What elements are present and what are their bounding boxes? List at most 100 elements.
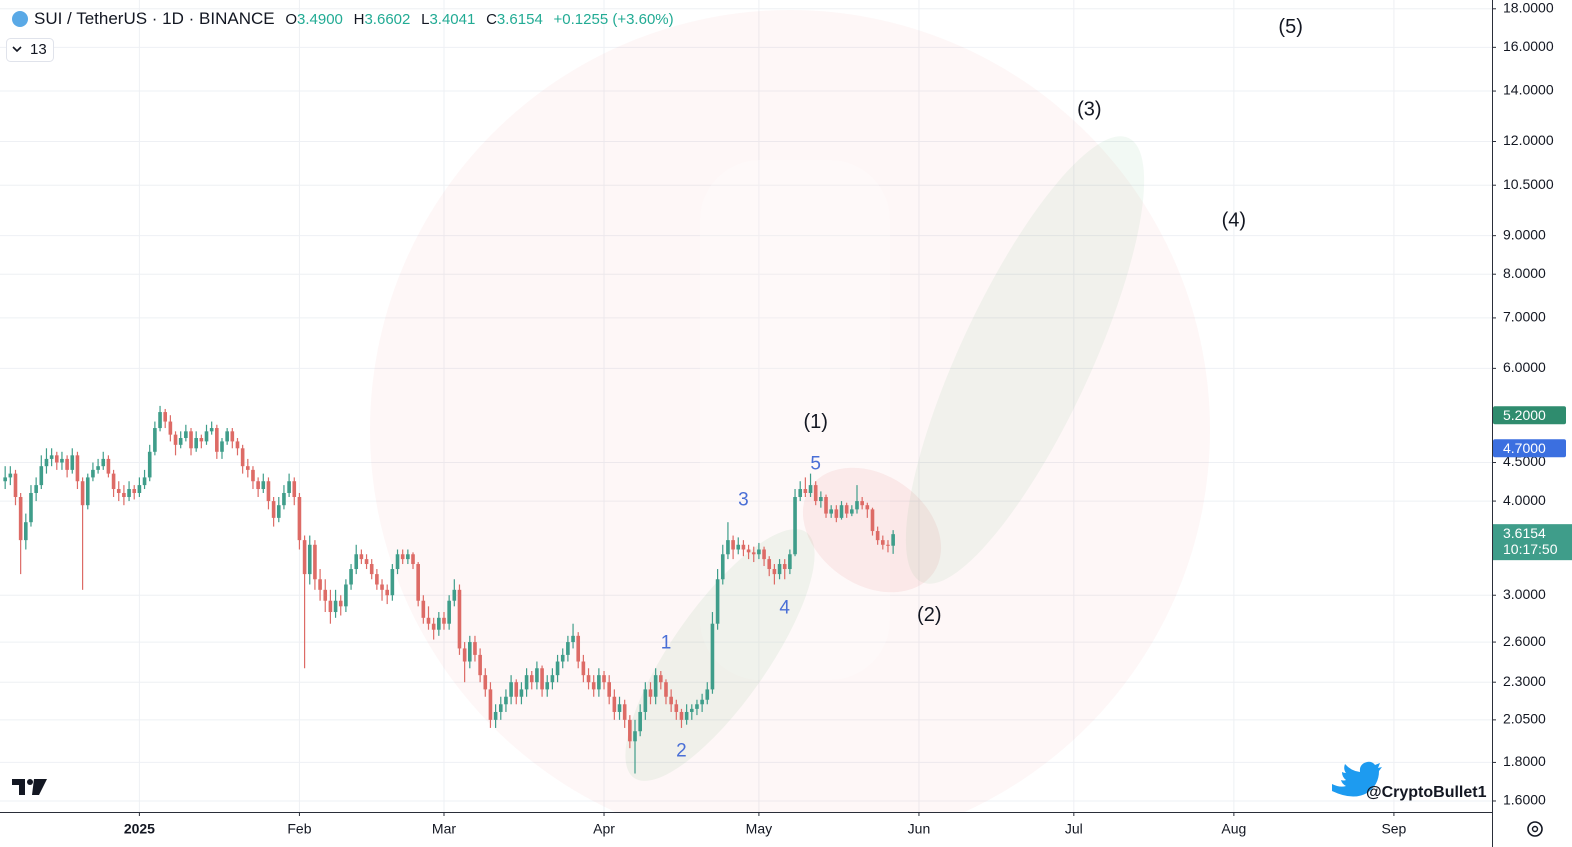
candle-body — [431, 623, 436, 630]
candle-body — [106, 458, 111, 474]
candle-body — [153, 428, 157, 452]
candle-body — [209, 428, 214, 432]
candle-body — [158, 412, 162, 429]
candle-body — [204, 431, 209, 442]
candle-body — [65, 458, 69, 470]
candle-body — [819, 497, 823, 502]
x-tick-label: Mar — [432, 821, 456, 837]
candle-body — [529, 675, 534, 683]
price-marker-label: 4.7000 — [1503, 440, 1546, 456]
candle-body — [245, 466, 250, 470]
candle-body — [720, 554, 725, 580]
candle-body — [220, 441, 224, 452]
candle-body — [504, 696, 508, 705]
candle-body — [266, 481, 271, 502]
candles — [3, 405, 895, 774]
candle-body — [881, 540, 885, 545]
candle-body — [514, 682, 519, 697]
candle-body — [225, 431, 229, 442]
last-price-badge — [1493, 524, 1572, 561]
y-tick-label: 3.0000 — [1503, 586, 1546, 602]
candle-body — [762, 549, 766, 560]
open-label: O — [285, 11, 297, 28]
candle-body — [3, 477, 7, 482]
candle-body — [411, 554, 415, 565]
indicator-toggle[interactable] — [6, 38, 54, 62]
candle-body — [777, 564, 782, 575]
candle-body — [184, 431, 188, 439]
candle-body — [535, 668, 539, 683]
bird-icon — [1332, 761, 1382, 797]
candle-body — [18, 497, 23, 541]
candle-body — [860, 501, 864, 506]
candle-body — [240, 448, 245, 467]
logo-part — [32, 779, 47, 795]
candle-body — [865, 505, 870, 510]
low-label: L — [421, 11, 429, 28]
gear[interactable] — [1527, 821, 1543, 837]
candle-body — [653, 675, 658, 697]
candle-body — [85, 477, 90, 506]
candle-body — [540, 668, 544, 690]
candle-body — [875, 531, 880, 541]
candle-body — [746, 549, 751, 553]
candle-body — [726, 540, 730, 555]
candle-body — [648, 689, 653, 697]
candle-body — [8, 473, 13, 478]
y-tick-label: 12.0000 — [1503, 132, 1554, 148]
x-tick-label: 2025 — [124, 821, 155, 837]
y-tick-label: 16.0000 — [1503, 38, 1554, 54]
countdown: 10:17:50 — [1503, 541, 1558, 557]
candle-body — [509, 682, 513, 697]
x-tick-label: Sep — [1381, 821, 1406, 837]
candle-body — [395, 554, 400, 570]
candle-body — [178, 438, 183, 445]
x-tick-label: May — [746, 821, 772, 837]
candle-body — [679, 711, 684, 720]
candle-body — [597, 675, 601, 690]
candle-body — [13, 473, 18, 498]
candle-body — [581, 661, 586, 676]
candle-body — [426, 617, 431, 624]
candle-body — [256, 481, 260, 490]
candle-body — [400, 554, 405, 560]
candle-body — [24, 522, 28, 541]
candle-body — [638, 711, 642, 732]
y-tick-label: 1.8000 — [1503, 753, 1546, 769]
candle-body — [839, 505, 844, 518]
settings[interactable] — [1527, 821, 1543, 837]
candle-body — [736, 544, 741, 550]
candle-body — [757, 549, 761, 555]
candle-body — [421, 600, 426, 618]
candle-body — [359, 554, 364, 560]
candle-body — [302, 540, 307, 575]
x-tick-label: Jul — [1065, 821, 1083, 837]
last-price-label: 3.6154 — [1503, 525, 1546, 541]
candle-body — [29, 492, 33, 523]
candle-body — [628, 719, 632, 742]
candle-body — [891, 534, 895, 546]
close-value: 3.6154 — [497, 11, 543, 28]
candle-body — [705, 689, 710, 700]
y-tick-label: 14.0000 — [1503, 82, 1554, 98]
y-tick-label: 8.0000 — [1503, 265, 1546, 281]
candle-body — [731, 540, 735, 550]
candle-body — [788, 554, 792, 570]
candle-body — [834, 509, 839, 518]
high-label: H — [354, 11, 365, 28]
axes: 1.6000 1.8000 2.0500 2.3000 2.6000 3.0000 4.00… — [124, 0, 1572, 837]
candle-body — [375, 574, 379, 585]
candle-body — [364, 559, 369, 565]
candle-body — [560, 654, 565, 662]
watermark-text: @CryptoBullet1 — [1366, 784, 1487, 801]
candle-body — [390, 569, 395, 596]
close-label: C — [486, 11, 497, 28]
candle-body — [318, 579, 322, 590]
candle-body — [462, 648, 467, 662]
candle-body — [406, 554, 410, 560]
indicator-count: 13 — [30, 41, 47, 58]
low-value: 3.4041 — [429, 11, 475, 28]
watermark-circle — [370, 10, 1210, 812]
y-tick-label: 18.0000 — [1503, 0, 1554, 15]
candle-body — [870, 509, 875, 532]
